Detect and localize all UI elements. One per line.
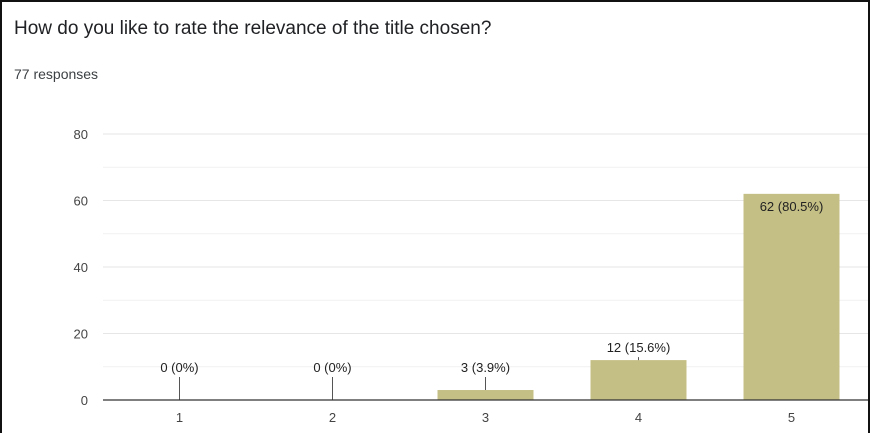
y-tick-label: 20 <box>74 327 88 342</box>
data-label: 62 (80.5%) <box>760 199 824 214</box>
x-tick-label: 2 <box>329 410 336 425</box>
data-label: 3 (3.9%) <box>461 360 510 375</box>
x-tick-label: 1 <box>176 410 183 425</box>
response-count: 77 responses <box>14 66 99 82</box>
x-tick-label: 4 <box>635 410 642 425</box>
data-label: 12 (15.6%) <box>607 340 671 355</box>
y-tick-label: 60 <box>74 194 88 209</box>
bar <box>590 360 687 400</box>
data-label: 0 (0%) <box>160 360 198 375</box>
bar <box>437 390 534 400</box>
x-tick-label: 5 <box>788 410 795 425</box>
y-tick-label: 40 <box>74 260 88 275</box>
data-label: 0 (0%) <box>313 360 351 375</box>
y-tick-label: 80 <box>74 127 88 142</box>
y-tick-label: 0 <box>81 393 88 408</box>
bar <box>743 193 840 400</box>
x-tick-label: 3 <box>482 410 489 425</box>
question-title: How do you like to rate the relevance of… <box>14 18 492 39</box>
